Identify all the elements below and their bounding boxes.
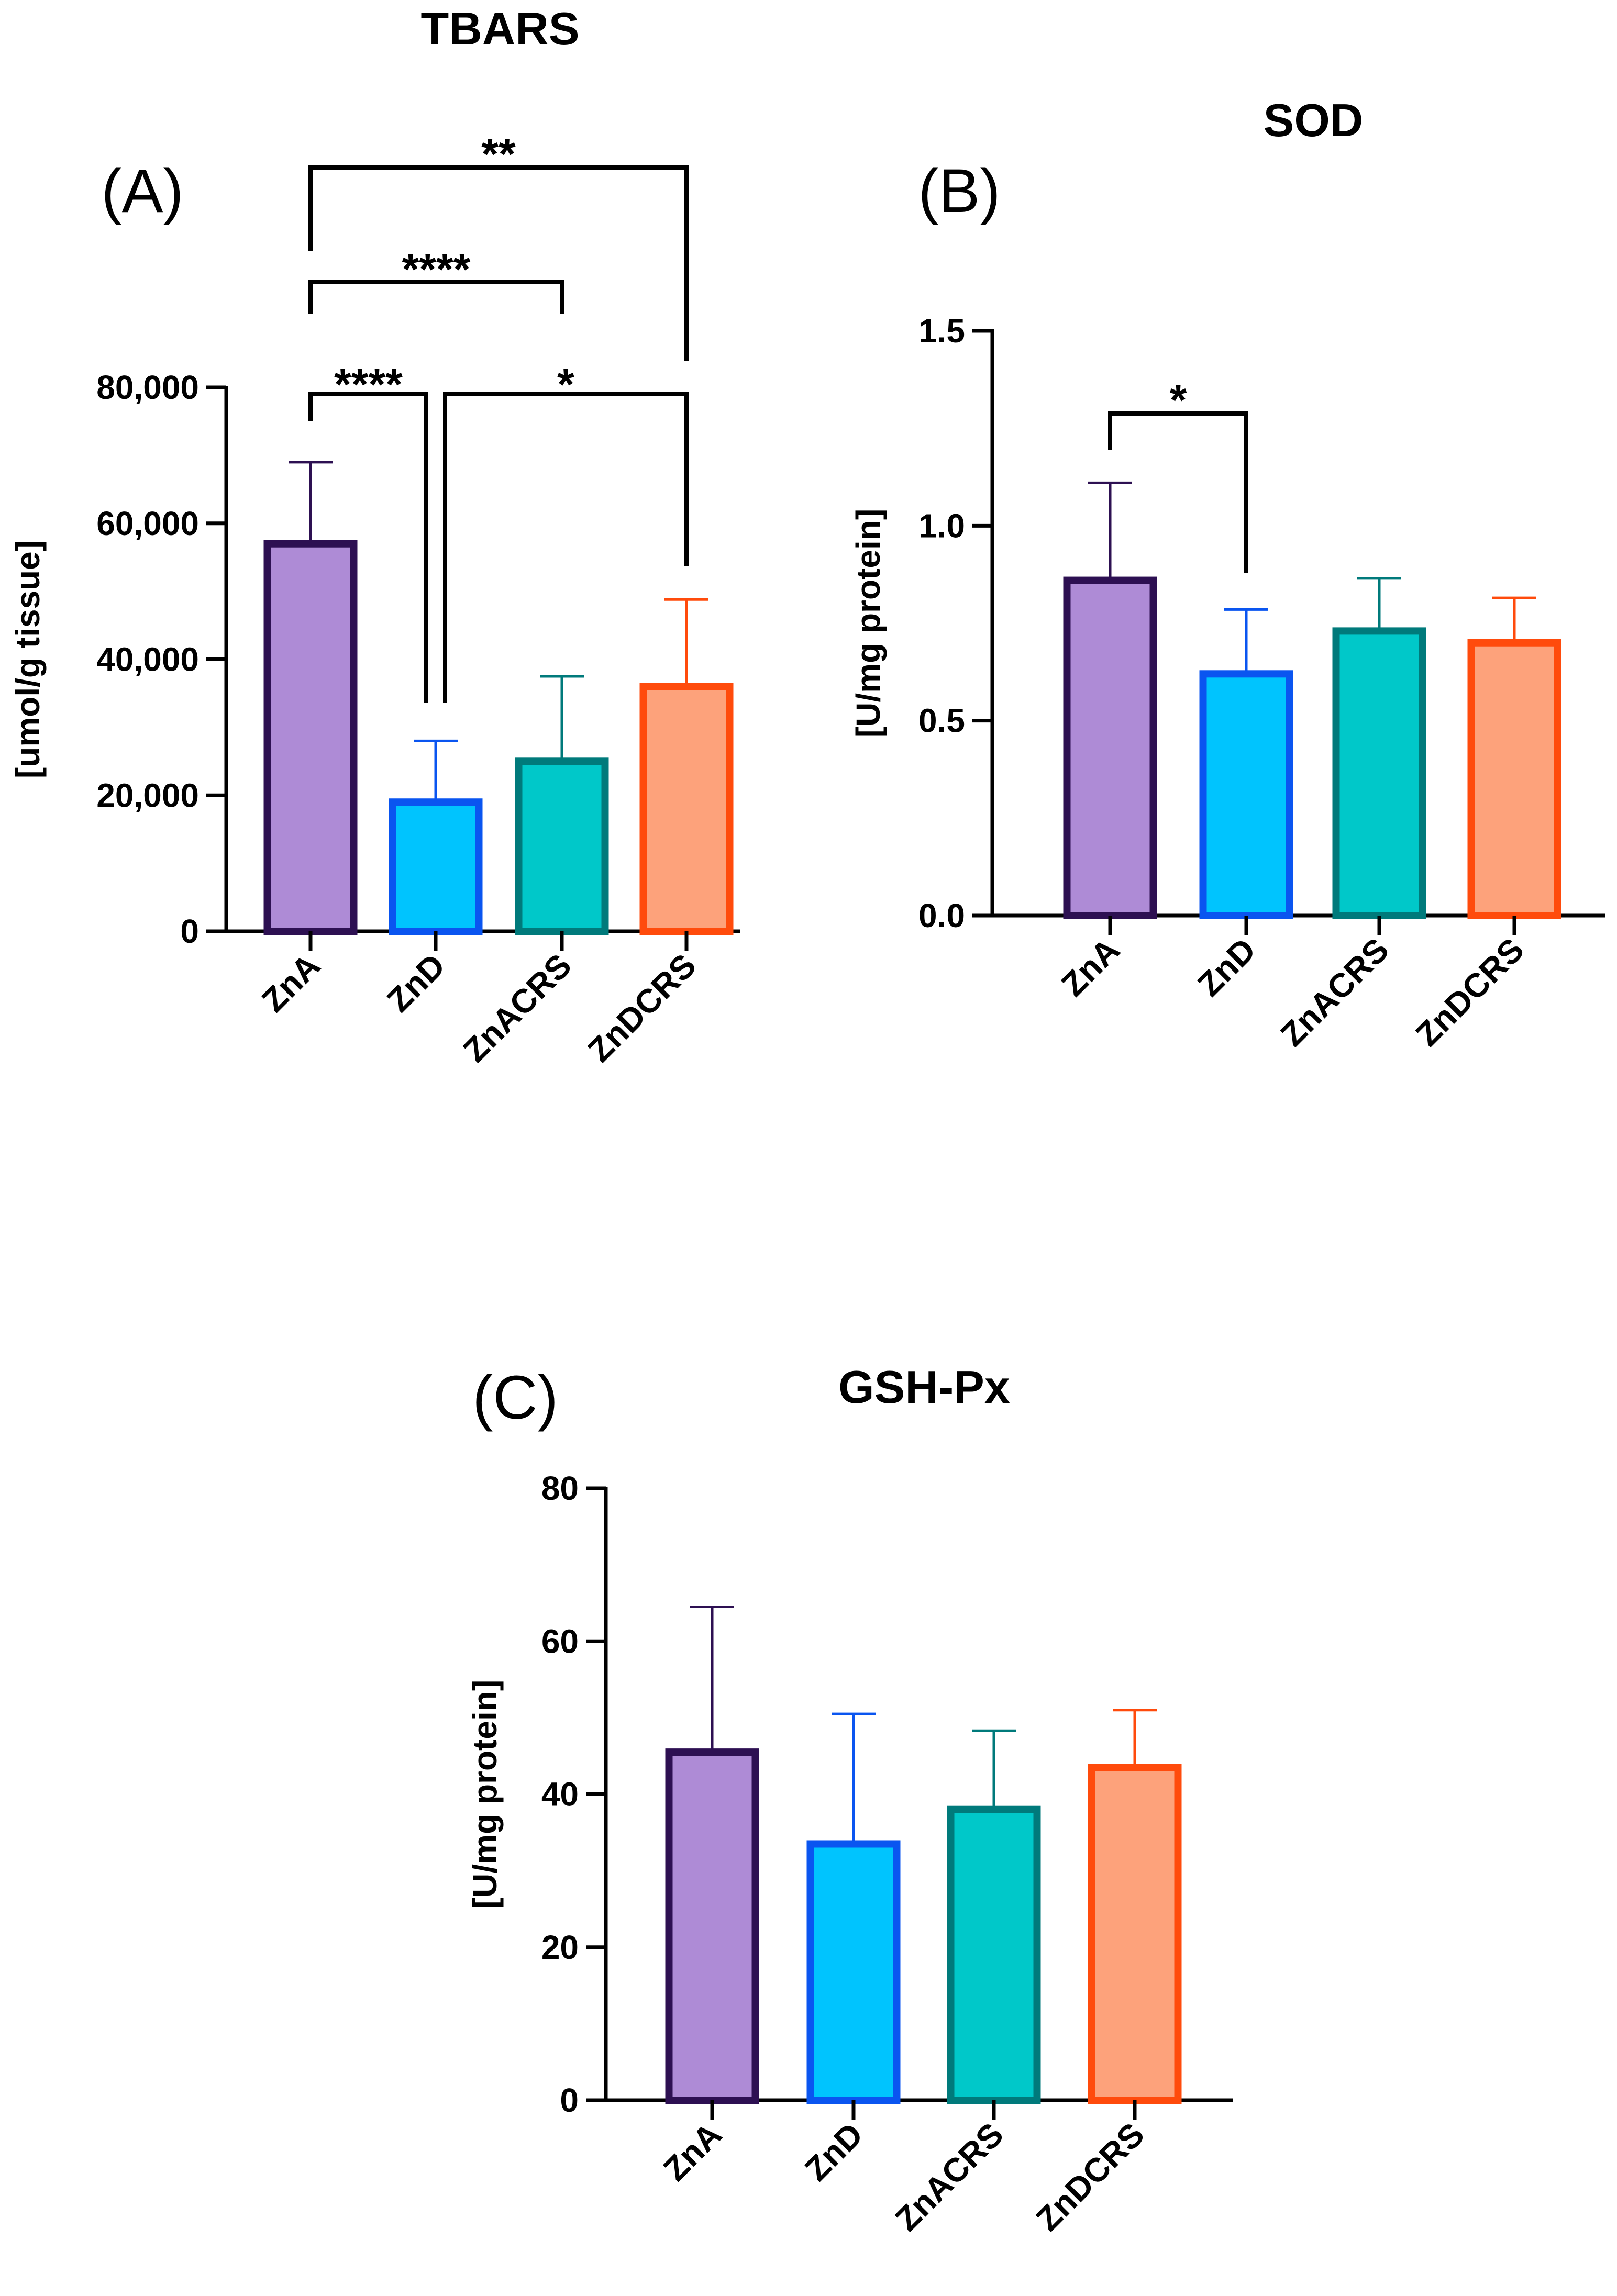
chart2-panel-label: (B) [918,157,1000,226]
chart2-y-label: [U/mg protein] [849,509,887,738]
chart3-y-tick-label: 20 [541,1929,579,1966]
chart2-y-tick-label: 0.5 [918,702,965,740]
chart2-y-tick-label: 1.5 [918,312,965,350]
chart1-bar-zndcrs [639,683,734,935]
chart1-x-label: ZnA [254,946,327,1019]
chart3-y-tick-label: 60 [541,1622,579,1660]
chart1-y-tick-label: 60,000 [96,505,199,542]
chart3-bar-znacrs [947,1805,1041,2104]
chart2-bar-znd [1199,670,1293,919]
chart2-x-label: ZnACRS [1273,931,1396,1053]
chart1-bar-znacrs [515,757,609,935]
chart2-x-label: ZnD [1190,931,1263,1004]
chart1-significance-bracket [308,280,564,314]
chart1-significance-label: ** [481,129,516,179]
chart3-bar-zna [665,1748,759,2104]
chart3-bar-zndcrs [1088,1764,1182,2104]
chart3-x-label: ZnACRS [888,2115,1010,2238]
chart1-y-tick-label: 40,000 [96,641,199,678]
chart2-title: SOD [1264,94,1364,146]
chart1-significance-label: **** [402,244,471,294]
chart1-panel-label: (A) [101,157,183,226]
chart3-x-label: ZnD [798,2115,870,2188]
chart3-y-label: [U/mg protein] [466,1680,504,1909]
chart1-y-label: [umol/g tissue] [9,540,47,778]
chart1-y-tick-label: 0 [180,912,199,950]
chart3-y-tick-label: 40 [541,1776,579,1813]
chart2-y-tick-label: 0.0 [918,897,965,934]
chart3-x-label: ZnDCRS [1028,2115,1151,2238]
chart2-significance-label: * [1170,375,1187,425]
chart1-x-label: ZnD [380,946,452,1019]
chart3-title: GSH-Px [838,1361,1010,1413]
chart1-significance-bracket [443,392,689,703]
chart3-x-label: ZnA [656,2115,729,2188]
chart1-significance-bracket [308,165,689,361]
chart1-y-tick-label: 20,000 [96,776,199,814]
chart1-x-label: ZnACRS [456,946,578,1069]
chart3-y-tick-label: 0 [560,2081,579,2119]
chart2-x-label: ZnA [1054,931,1127,1004]
chart2-significance-bracket [1108,411,1248,573]
chart1-significance-label: * [557,360,574,409]
chart1-significance-bracket [308,392,428,703]
chart2-bar-znacrs [1332,627,1426,919]
chart1-bar-zna [263,540,358,935]
chart1-x-label: ZnDCRS [580,946,703,1069]
chart3-y-tick-label: 80 [541,1469,579,1507]
chart1-y-tick-label: 80,000 [96,369,199,406]
chart2-x-label: ZnDCRS [1408,931,1531,1053]
chart2-y-tick-label: 1.0 [918,507,965,544]
chart2-bar-zndcrs [1467,639,1561,919]
chart3-bar-znd [806,1840,901,2104]
chart2-bar-zna [1063,576,1157,919]
chart1-title: TBARS [420,3,579,54]
chart1-significance-label: **** [334,360,403,409]
chart3-panel-label: (C) [472,1363,558,1432]
chart1-bar-znd [389,798,483,935]
